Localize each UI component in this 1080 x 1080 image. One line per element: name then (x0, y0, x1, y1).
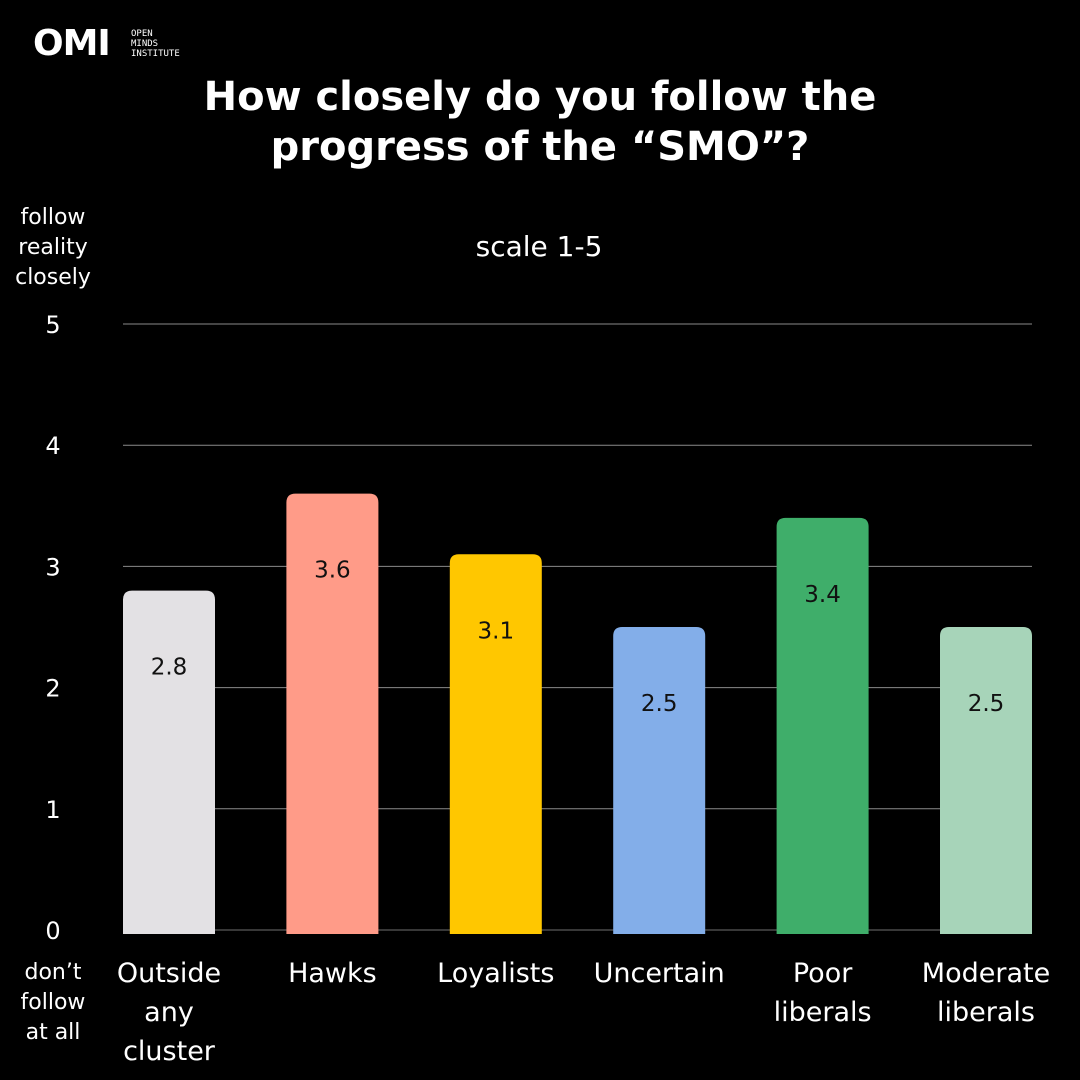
y-axis-top-label-line: closely (15, 265, 91, 290)
data-label: 2.5 (641, 691, 678, 717)
bar (776, 517, 869, 934)
data-label: 3.4 (804, 582, 841, 608)
logo-line: INSTITUTE (131, 49, 180, 59)
y-tick-label: 4 (45, 432, 60, 460)
x-tick-label-line: cluster (123, 1036, 215, 1067)
x-tick-label: Loyalists (421, 954, 571, 993)
y-tick-label: 5 (45, 311, 60, 339)
data-label: 2.5 (968, 691, 1005, 717)
data-label: 2.8 (151, 655, 188, 681)
bar (286, 493, 379, 934)
chart-title-line: How closely do you follow the (203, 74, 877, 120)
y-tick-label: 2 (45, 675, 60, 703)
y-axis-top-label: follow reality closely (8, 203, 98, 293)
bar (449, 554, 542, 934)
y-tick-label: 0 (45, 917, 60, 945)
y-tick-label: 1 (45, 796, 60, 824)
y-axis-top-label-line: follow (20, 205, 86, 230)
bar (940, 627, 1032, 934)
x-tick-label: Hawks (257, 954, 407, 993)
chart-subtitle: scale 1-5 (475, 230, 603, 263)
x-tick-label-line: liberals (937, 997, 1035, 1028)
x-tick-label-line: any (144, 997, 194, 1028)
data-label: 3.1 (478, 618, 515, 644)
logo-text: OPEN MINDS INSTITUTE (131, 29, 211, 59)
x-tick-label: Poor liberals (748, 954, 898, 1032)
x-tick-label-line: Uncertain (593, 958, 725, 989)
x-tick-label-line: liberals (773, 997, 872, 1028)
bar (123, 590, 215, 934)
data-label: 3.6 (314, 558, 351, 584)
y-axis-bottom-label-line: follow (20, 990, 86, 1015)
x-tick-label-line: Hawks (288, 958, 377, 989)
chart-title: How closely do you follow the progress o… (140, 72, 940, 172)
logo-line: OPEN (131, 29, 153, 39)
y-axis-top-label-line: reality (18, 235, 88, 260)
bar (613, 627, 706, 934)
logo-mark: OMI (33, 23, 111, 64)
x-tick-label-line: Poor (792, 958, 853, 989)
y-axis-bottom-label-line: don’t (24, 960, 82, 985)
y-tick-label: 3 (45, 553, 60, 581)
x-tick-label: Moderate liberals (911, 954, 1061, 1032)
y-axis-bottom-label-line: at all (25, 1020, 81, 1045)
chart-title-line: progress of the “SMO”? (270, 124, 810, 170)
x-tick-label-line: Outside (116, 958, 222, 989)
x-tick-label: Uncertain (584, 954, 734, 993)
x-tick-label: Outside any cluster (94, 954, 244, 1071)
logo-line: MINDS (131, 39, 159, 49)
x-tick-label-line: Moderate (921, 958, 1051, 989)
x-tick-label-line: Loyalists (437, 958, 555, 989)
y-axis-bottom-label: don’t follow at all (8, 958, 98, 1048)
